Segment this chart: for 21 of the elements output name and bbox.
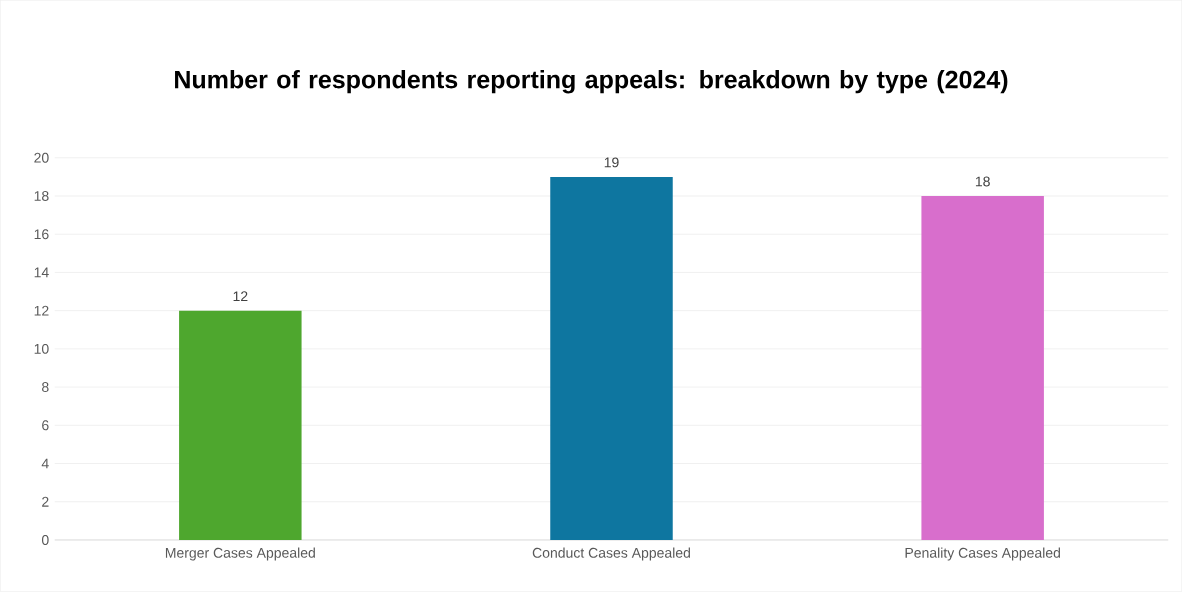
y-tick-label: 6 bbox=[42, 420, 49, 431]
bar bbox=[179, 310, 302, 541]
bar bbox=[550, 177, 673, 541]
bar bbox=[921, 196, 1044, 541]
x-tick-label: Penality Cases Appealed bbox=[905, 547, 1060, 561]
y-tick-label: 12 bbox=[34, 305, 49, 316]
y-tick-label: 16 bbox=[34, 229, 49, 240]
y-tick-label: 20 bbox=[34, 152, 49, 163]
y-tick-label: 18 bbox=[34, 191, 49, 202]
y-tick-label: 8 bbox=[42, 382, 49, 393]
x-tick-label: Merger Cases Appealed bbox=[165, 547, 315, 561]
chart-title: Number of respondents reporting appeals: breakdown by type (2024) bbox=[175, 70, 1008, 94]
data-label: 12 bbox=[233, 291, 248, 302]
x-tick-label: Conduct Cases Appealed bbox=[532, 547, 690, 561]
y-tick-label: 4 bbox=[41, 458, 49, 469]
y-tick-label: 2 bbox=[42, 497, 49, 507]
data-label: 18 bbox=[975, 176, 990, 187]
data-label: 19 bbox=[604, 157, 619, 168]
y-tick-label: 10 bbox=[34, 344, 49, 354]
y-tick-label: 0 bbox=[41, 535, 49, 546]
y-tick-label: 14 bbox=[34, 267, 49, 278]
